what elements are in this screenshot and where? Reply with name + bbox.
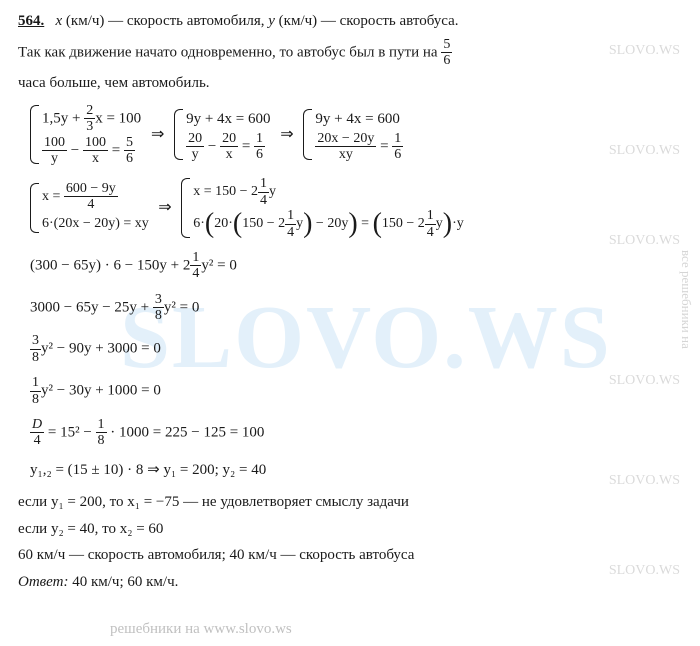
problem-number: 564. bbox=[18, 13, 44, 29]
system-3: 9y + 4x = 600 20x − 20yxy = 16 bbox=[303, 107, 403, 163]
intro-text-1: (км/ч) — скорость автомобиля, bbox=[62, 13, 268, 29]
intro-text-2: (км/ч) — скорость автобуса. bbox=[275, 13, 459, 29]
arrow-3: ⇒ bbox=[158, 196, 171, 220]
system-chain-2: x = 600 − 9y4 6·(20x − 20y) = xy ⇒ x = 1… bbox=[30, 176, 682, 240]
intro-line-2: Так как движение начато одновременно, то… bbox=[18, 37, 682, 69]
equation-1: (300 − 65y) · 6 − 150y + 214y² = 0 bbox=[30, 250, 682, 282]
solution-content: 564. x (км/ч) — скорость автомобиля, y (… bbox=[18, 10, 682, 593]
condition-1: если y₁ = 200, то x₁ = −75 — не удовлетв… bbox=[18, 491, 682, 514]
condition-2: если y₂ = 40, то x₂ = 60 bbox=[18, 518, 682, 541]
answer-label: Ответ: bbox=[18, 574, 68, 590]
arrow-2: ⇒ bbox=[280, 123, 293, 147]
intro-text-3: Так как движение начато одновременно, то… bbox=[18, 44, 441, 60]
answer-line: Ответ: 40 км/ч; 60 км/ч. bbox=[18, 571, 682, 594]
roots: y₁,₂ = (15 ± 10) · 8 ⇒ y₁ = 200; y₂ = 40 bbox=[30, 459, 682, 482]
equation-2: 3000 − 65y − 25y + 38y² = 0 bbox=[30, 292, 682, 324]
discriminant: D4 = 15² − 18 · 1000 = 225 − 125 = 100 bbox=[30, 417, 682, 449]
conclusion: 60 км/ч — скорость автомобиля; 40 км/ч —… bbox=[18, 544, 682, 567]
system-4: x = 600 − 9y4 6·(20x − 20y) = xy bbox=[30, 181, 149, 235]
intro-fraction: 56 bbox=[441, 37, 452, 69]
problem-header: 564. x (км/ч) — скорость автомобиля, y (… bbox=[18, 10, 682, 33]
system-2: 9y + 4x = 600 20y − 20x = 16 bbox=[174, 107, 270, 163]
answer-text: 40 км/ч; 60 км/ч. bbox=[68, 574, 178, 590]
equation-3: 38y² − 90y + 3000 = 0 bbox=[30, 333, 682, 365]
system-1: 1,5y + 23x = 100 100y − 100x = 56 bbox=[30, 103, 141, 167]
arrow-1: ⇒ bbox=[151, 123, 164, 147]
intro-line-3: часа больше, чем автомобиль. bbox=[18, 72, 682, 95]
system-chain-1: 1,5y + 23x = 100 100y − 100x = 56 ⇒ 9y +… bbox=[30, 103, 682, 167]
equation-4: 18y² − 30y + 1000 = 0 bbox=[30, 375, 682, 407]
system-5: x = 150 − 214y 6·(20·(150 − 214y) − 20y)… bbox=[181, 176, 464, 240]
bottom-credit: решебники на www.slovo.ws bbox=[110, 618, 292, 641]
var-y: y bbox=[268, 13, 275, 29]
